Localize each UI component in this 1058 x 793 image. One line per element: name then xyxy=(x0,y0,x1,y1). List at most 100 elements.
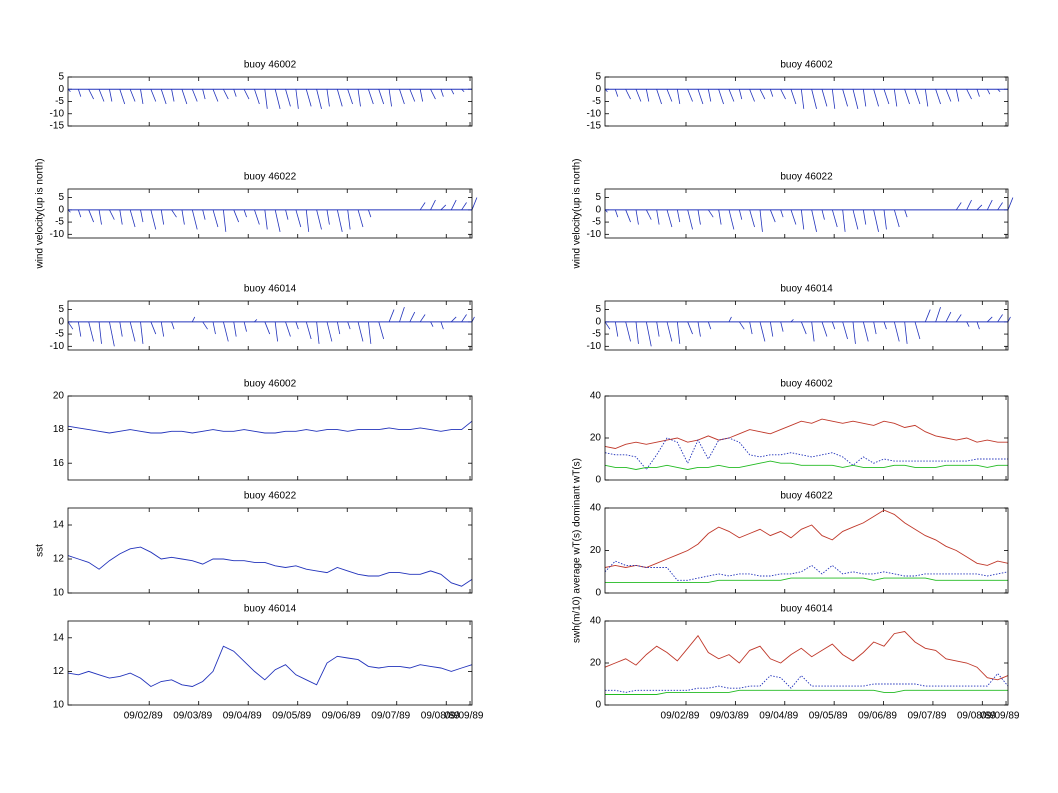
chart-title: buoy 46002 xyxy=(244,379,297,390)
y-tick-label: 0 xyxy=(595,475,601,486)
wind-stick xyxy=(461,88,465,92)
wind-stick xyxy=(883,89,890,105)
wind-stick xyxy=(295,89,299,109)
y-tick-label: 0 xyxy=(595,204,601,215)
wind-stick xyxy=(945,311,952,323)
wind-stick xyxy=(852,89,859,109)
wind-stick xyxy=(687,321,693,335)
x-tick-label: 09/03/89 xyxy=(173,711,212,722)
y-tick-label: 40 xyxy=(590,503,602,514)
x-tick-label: 09/09/89 xyxy=(445,711,484,722)
y-tick-label: -5 xyxy=(55,217,64,228)
wind-stick xyxy=(368,321,372,344)
wind-stick xyxy=(471,316,475,323)
axes-frame xyxy=(604,76,1009,127)
wind-stick xyxy=(88,321,95,342)
data-line xyxy=(604,560,1009,581)
wind-stick xyxy=(150,321,157,335)
wind-stick xyxy=(243,209,247,218)
wind-stick xyxy=(986,199,993,211)
wind-stick xyxy=(707,89,712,102)
wind-stick xyxy=(697,89,704,105)
x-tick-label: 09/03/89 xyxy=(710,711,749,722)
data-line xyxy=(67,420,473,434)
wind-stick xyxy=(852,321,856,344)
wind-stick xyxy=(264,321,271,335)
wind-stick xyxy=(707,321,712,330)
x-tick-label: 09/05/89 xyxy=(272,711,311,722)
wind-stick xyxy=(635,321,639,344)
wind-stick xyxy=(862,209,867,225)
wind-stick xyxy=(997,314,1003,323)
wind-stick xyxy=(604,209,608,213)
y-tick-label: -5 xyxy=(592,217,601,228)
wind-stick xyxy=(129,209,136,228)
chart-title: buoy 46002 xyxy=(244,60,297,71)
wind-stick xyxy=(966,89,972,100)
y-tick-label: -5 xyxy=(592,96,601,107)
wind-stick xyxy=(842,209,846,232)
wind-stick xyxy=(264,89,268,109)
wind-stick xyxy=(119,321,123,337)
wind-stick xyxy=(222,209,227,232)
wind-stick xyxy=(625,89,631,100)
y-axis-label: swh(m/10) average wT(s) dominant wT(s) xyxy=(572,458,583,643)
y-tick-label: 5 xyxy=(595,304,601,315)
wind-stick xyxy=(625,321,631,342)
wind-stick xyxy=(129,321,136,342)
wind-stick xyxy=(656,209,660,225)
wind-stick xyxy=(285,89,291,107)
wind-stick xyxy=(676,321,681,344)
wind-stick xyxy=(233,209,240,223)
wind-stick xyxy=(656,321,660,337)
wind-stick xyxy=(831,209,838,228)
wind-stick xyxy=(904,209,908,218)
chart-title: buoy 46014 xyxy=(780,284,833,295)
wind-stick xyxy=(430,321,434,327)
x-tick-label: 09/08/89 xyxy=(957,711,996,722)
wind-stick xyxy=(368,209,372,218)
wind-stick xyxy=(316,89,322,109)
wind-stick xyxy=(739,321,745,330)
axes-frame xyxy=(67,300,473,351)
wind-stick xyxy=(88,89,94,100)
y-tick-label: -10 xyxy=(587,229,602,240)
wind-stick xyxy=(1007,316,1011,323)
y-tick-label: -5 xyxy=(592,329,601,340)
x-tick-label: 09/06/89 xyxy=(322,711,361,722)
wind-stick xyxy=(430,199,436,211)
wind-stick xyxy=(676,89,681,105)
wind-stick xyxy=(676,209,681,223)
wind-stick xyxy=(759,321,766,342)
wind-stick xyxy=(378,89,385,105)
wind-stick xyxy=(852,209,859,230)
data-line xyxy=(67,645,473,688)
wind-stick xyxy=(604,88,608,92)
wind-stick xyxy=(769,209,776,223)
wind-stick xyxy=(160,209,165,225)
x-tick-label: 09/05/89 xyxy=(809,711,848,722)
wind-stick xyxy=(749,89,755,102)
wind-stick xyxy=(821,321,828,337)
wind-stick xyxy=(326,321,333,342)
wind-stick xyxy=(1007,197,1014,210)
wind-stick xyxy=(749,209,755,228)
x-tick-label: 09/04/89 xyxy=(223,711,262,722)
wind-stick xyxy=(326,209,330,225)
wind-stick xyxy=(645,321,652,347)
x-tick-label: 09/07/89 xyxy=(371,711,410,722)
wind-stick xyxy=(191,89,198,102)
wind-stick xyxy=(264,209,268,230)
y-tick-label: -10 xyxy=(50,108,65,119)
x-tick-label: 09/09/89 xyxy=(981,711,1020,722)
axes-frame xyxy=(67,395,473,481)
wind-stick xyxy=(357,209,364,228)
wind-stick xyxy=(202,89,206,100)
wind-stick xyxy=(904,89,910,105)
wind-stick xyxy=(202,209,206,220)
wind-stick xyxy=(914,321,921,340)
wind-stick xyxy=(171,321,175,330)
wind-stick xyxy=(666,321,673,342)
wind-stick xyxy=(399,306,405,322)
wind-stick xyxy=(419,202,426,211)
